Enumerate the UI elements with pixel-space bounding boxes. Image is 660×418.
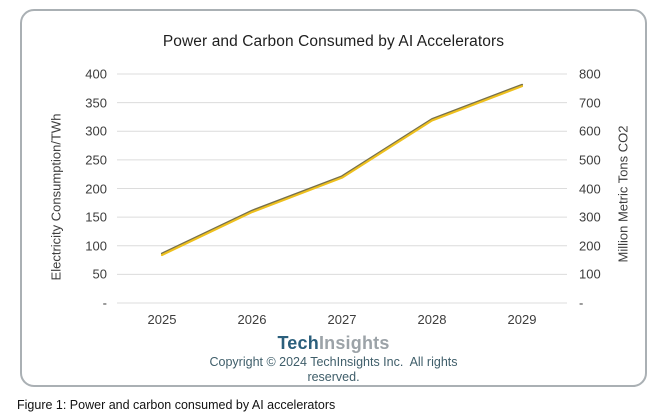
chart-title: Power and Carbon Consumed by AI Accelera…	[162, 33, 505, 50]
y-axis-right-ticks: 800 700 600 500 400 300 200 100 -	[579, 67, 634, 311]
tick-label: 300	[579, 209, 601, 225]
data-line-co2	[160, 83, 524, 255]
copyright-text: Copyright © 2024 TechInsights Inc. All r…	[209, 355, 461, 384]
tick-label: 100	[85, 238, 107, 254]
y-axis-left-ticks: 400 350 300 250 200 150 100 50 -	[52, 67, 107, 311]
figure-caption: Figure 1: Power and carbon consumed by A…	[17, 398, 336, 412]
x-axis-labels: 2025 2026 2027 2028 2029	[117, 312, 567, 330]
tick-label: 700	[579, 95, 601, 111]
x-axis-label: 2029	[507, 312, 537, 327]
techinsights-logo: TechInsights	[22, 333, 645, 354]
logo-insights-text: Insights	[318, 333, 390, 353]
logo-tech-text: Tech	[277, 333, 319, 353]
tick-label: 100	[579, 266, 601, 282]
data-line-electricity	[160, 85, 524, 257]
tick-label: -	[102, 295, 107, 311]
tick-label: 200	[579, 238, 601, 254]
tick-label: 250	[85, 152, 107, 168]
tick-label: -	[579, 295, 584, 311]
tick-label: 150	[85, 209, 107, 225]
tick-label: 500	[579, 152, 601, 168]
x-axis-label: 2026	[237, 312, 267, 327]
tick-label: 50	[92, 266, 107, 282]
plot-area	[117, 73, 567, 304]
tick-label: 600	[579, 123, 601, 139]
x-axis-label: 2025	[147, 312, 177, 327]
tick-label: 200	[85, 181, 107, 196]
chart-card: Power and Carbon Consumed by AI Accelera…	[20, 9, 647, 387]
x-axis-label: 2028	[417, 312, 447, 327]
tick-label: 400	[85, 66, 107, 82]
tick-label: 300	[85, 123, 107, 139]
tick-label: 350	[85, 95, 107, 111]
chart-canvas	[117, 73, 567, 304]
x-axis-label: 2027	[327, 312, 357, 327]
tick-label: 800	[579, 66, 601, 82]
tick-label: 400	[579, 181, 601, 196]
